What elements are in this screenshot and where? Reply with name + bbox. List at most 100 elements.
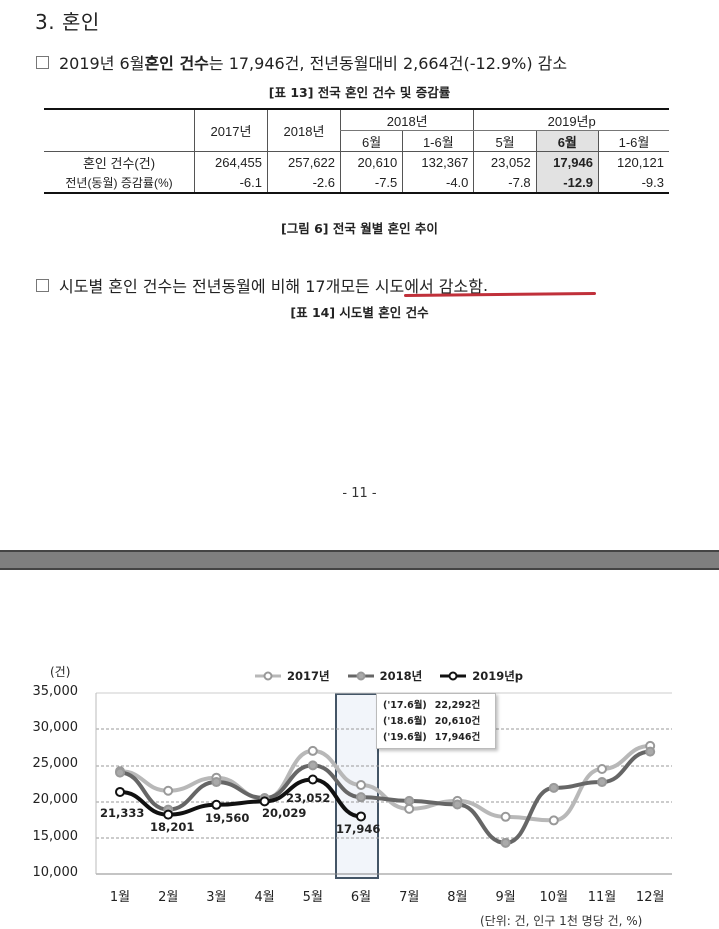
header-2018: 2018년 bbox=[339, 110, 474, 131]
sub-2019-may: 5월 bbox=[473, 130, 537, 152]
data-label: 20,029 bbox=[262, 806, 307, 820]
regional-text: 시도별 혼인 건수는 전년동월에 비해 17개 bbox=[59, 277, 341, 296]
sub-2018-h1: 1-6월 bbox=[402, 130, 474, 152]
table-row: 혼인 건수(건) 264,455 257,622 20,610 132,367 … bbox=[44, 151, 669, 172]
sub-2019-jun: 6월 bbox=[535, 130, 599, 152]
x-tick: 5월 bbox=[302, 890, 323, 905]
series-line bbox=[119, 777, 362, 819]
data-point-marker bbox=[163, 809, 174, 820]
section-title: 3. 혼인 bbox=[35, 10, 100, 34]
legend-line-icon bbox=[440, 671, 467, 681]
data-label: 17,946 bbox=[336, 822, 381, 836]
x-tick: 9월 bbox=[495, 890, 516, 905]
june-tooltip: ('17.6월) 22,292건 ('18.6월) 20,610건 ('19.6월)… bbox=[376, 693, 496, 749]
header-2019p: 2019년p bbox=[473, 110, 669, 131]
bullet-box-icon bbox=[36, 278, 49, 292]
y-tick: 15,000 bbox=[32, 829, 79, 844]
table13: 2017년 2018년 2018년 2019년p 6월 1-6월 5월 6월 1… bbox=[44, 108, 669, 194]
data-point-marker bbox=[452, 799, 463, 810]
data-point-marker bbox=[356, 780, 366, 791]
data-point-marker bbox=[597, 764, 607, 775]
table-row: 전년(동월) 증감률(%) -6.1 -2.6 -7.5 -4.0 -7.8 -… bbox=[44, 172, 669, 192]
y-tick: 30,000 bbox=[32, 720, 79, 735]
cell-highlight: 17,946 bbox=[535, 151, 599, 172]
data-point-marker bbox=[645, 746, 656, 757]
x-tick: 4월 bbox=[254, 890, 275, 905]
x-tick: 7월 bbox=[399, 890, 420, 905]
data-point-marker bbox=[548, 782, 559, 793]
x-tick: 11월 bbox=[587, 890, 617, 905]
cell: -7.5 bbox=[339, 172, 403, 192]
cell-highlight: -12.9 bbox=[535, 172, 599, 192]
chart-legend: 2017년 2018년 2019년p bbox=[255, 668, 523, 684]
sub-2019-h1: 1-6월 bbox=[597, 130, 669, 152]
x-tick: 2월 bbox=[158, 890, 179, 905]
table14-caption: [표 14] 시도별 혼인 건수 bbox=[290, 305, 429, 320]
data-point-marker bbox=[115, 786, 125, 797]
cell: 20,610 bbox=[339, 151, 403, 172]
data-point-marker bbox=[500, 811, 511, 822]
summary-prefix: 2019년 6월 bbox=[59, 54, 145, 73]
regional-end: . bbox=[482, 275, 489, 295]
summary-suffix: 는 17,946건, 전년동월대비 2,664건(-12.9%) 감소 bbox=[208, 54, 568, 73]
header-2018-full: 2018년 bbox=[267, 110, 341, 152]
cell: 120,121 bbox=[597, 151, 669, 172]
regional-bullet: 시도별 혼인 건수는 전년동월에 비해 17개 모든 시도에서 감소함 . bbox=[36, 273, 488, 297]
summary-bold: 혼인 건수 bbox=[144, 54, 209, 73]
data-label: 19,560 bbox=[205, 811, 250, 825]
cell: -7.8 bbox=[473, 172, 537, 192]
data-point-marker bbox=[500, 837, 511, 848]
cell: 257,622 bbox=[267, 151, 341, 172]
row-label: 전년(동월) 증감률(%) bbox=[65, 175, 173, 190]
x-tick: 8월 bbox=[447, 890, 468, 905]
summary-bullet: 2019년 6월 혼인 건수 는 17,946건, 전년동월대비 2,664건(… bbox=[36, 50, 567, 74]
data-label: 18,201 bbox=[150, 820, 195, 834]
data-point-marker bbox=[211, 799, 222, 810]
x-tick: 1월 bbox=[109, 890, 131, 905]
legend-2019p: 2019년p bbox=[440, 668, 523, 684]
legend-line-icon bbox=[347, 671, 374, 681]
data-point-marker bbox=[597, 777, 607, 788]
legend-2018: 2018년 bbox=[347, 668, 422, 684]
x-tick: 10월 bbox=[539, 890, 569, 905]
header-2017: 2017년 bbox=[194, 110, 268, 152]
cell: 264,455 bbox=[194, 151, 268, 172]
chart-unit-label: (건) bbox=[50, 665, 71, 679]
cell: -6.1 bbox=[194, 172, 268, 192]
data-point-marker bbox=[163, 785, 174, 796]
regional-underlined: 모든 시도에서 감소함 bbox=[340, 277, 483, 296]
series-line bbox=[119, 749, 651, 845]
data-point-marker bbox=[307, 760, 318, 771]
data-point-marker bbox=[307, 774, 318, 785]
y-tick: 35,000 bbox=[32, 684, 79, 699]
cell: -2.6 bbox=[267, 172, 341, 192]
cell: -4.0 bbox=[402, 172, 474, 192]
data-point-marker bbox=[259, 796, 270, 807]
y-tick: 10,000 bbox=[32, 865, 79, 880]
data-point-marker bbox=[404, 803, 415, 814]
row-label: 혼인 건수(건) bbox=[82, 155, 156, 171]
bullet-box-icon bbox=[36, 55, 49, 69]
cell: 132,367 bbox=[402, 151, 474, 172]
cell: 23,052 bbox=[473, 151, 537, 172]
page-separator bbox=[0, 550, 719, 570]
table-corner bbox=[44, 110, 195, 152]
page-number: - 11 - bbox=[342, 486, 377, 501]
data-point-marker bbox=[356, 792, 366, 803]
data-point-marker bbox=[115, 767, 125, 778]
data-label: 23,052 bbox=[286, 791, 331, 805]
y-tick: 25,000 bbox=[32, 756, 79, 771]
x-tick: 3월 bbox=[206, 890, 227, 905]
legend-line-icon bbox=[255, 671, 281, 681]
data-point-marker bbox=[548, 815, 559, 826]
cell: -9.3 bbox=[597, 172, 669, 192]
sub-2018-jun: 6월 bbox=[339, 130, 403, 152]
figure6-caption: [그림 6] 전국 월별 혼인 추이 bbox=[281, 221, 438, 236]
y-tick: 20,000 bbox=[32, 792, 79, 807]
data-label: 21,333 bbox=[100, 806, 145, 820]
chart-footnote: (단위: 건, 인구 1천 명당 건, %) bbox=[480, 914, 643, 928]
x-tick: 6월 bbox=[350, 890, 372, 905]
x-tick: 12월 bbox=[635, 890, 665, 905]
data-point-marker bbox=[404, 795, 415, 806]
legend-2017: 2017년 bbox=[255, 668, 330, 684]
